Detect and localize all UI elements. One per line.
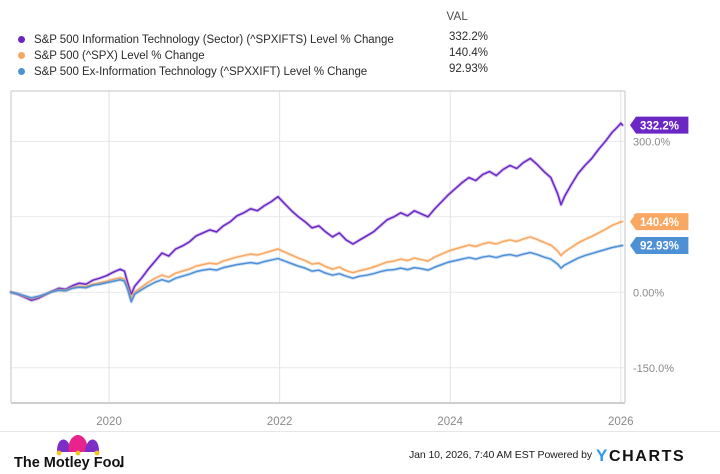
series-end-flag-value: 92.93%	[640, 241, 679, 253]
series-end-flag: 92.93%	[630, 237, 689, 255]
legend-dot-icon-blue	[18, 68, 25, 75]
legend-label-spx: S&P 500 (^SPX) Level % Change	[34, 49, 205, 62]
legend-value-spx: 140.4%	[448, 47, 488, 59]
legend-item-spxifts[interactable]: S&P 500 Information Technology (Sector) …	[18, 31, 488, 48]
ycharts-logo-y: Y	[596, 446, 608, 464]
legend-value-spxifts: 332.2%	[448, 31, 488, 43]
legend-dot-icon-orange	[18, 52, 25, 59]
motley-fool-logo: The Motley Fool	[14, 435, 124, 471]
series-line-halo-SPXXIFT	[9, 243, 625, 304]
ycharts-logo[interactable]: Y CHARTS	[596, 446, 712, 464]
legend-value-column-header: VAL	[446, 11, 468, 23]
series-end-flag-shape	[630, 116, 689, 134]
series-line-halo-SPX	[9, 219, 625, 302]
series-line-SPX	[10, 220, 624, 301]
x-axis-tick-label: 2024	[437, 416, 463, 428]
chart-plot-area: 300.0%150.0%0.00%-150.0% 202020222024202…	[0, 86, 720, 431]
x-axis-tick-label: 2020	[96, 416, 122, 428]
legend-value-spxxift: 92.93%	[448, 63, 488, 75]
series-end-flag: 332.2%	[630, 116, 689, 134]
legend-label-spxifts: S&P 500 Information Technology (Sector) …	[34, 33, 394, 46]
y-axis-tick-labels: 300.0%150.0%0.00%-150.0%	[633, 136, 674, 374]
legend-item-spxxift[interactable]: S&P 500 Ex-Information Technology (^SPXX…	[18, 63, 488, 80]
series-end-flag-value: 332.2%	[640, 120, 679, 132]
x-axis-tick-label: 2026	[608, 416, 634, 428]
chart-gridlines	[11, 91, 625, 403]
x-axis-tick-labels: 2020 2022 2024 2026	[96, 416, 633, 428]
footer-timestamp: Jan 10, 2026, 7:40 AM EST Powered by	[409, 449, 592, 461]
footer-attribution: Jan 10, 2026, 7:40 AM EST Powered by Y C…	[409, 446, 712, 464]
y-axis-tick-label: 300.0%	[633, 136, 671, 148]
series-end-flag-shape	[630, 213, 689, 231]
legend-dot-icon-purple	[18, 36, 25, 43]
series-end-flag-value: 140.4%	[640, 217, 679, 229]
ycharts-logo-wordmark: CHARTS	[609, 448, 685, 464]
series-end-flag-shape	[630, 237, 689, 255]
x-axis-tick-label: 2022	[267, 416, 293, 428]
chart-footer: The Motley Fool Jan 10, 2026, 7:40 AM ES…	[0, 431, 720, 474]
series-end-value-flags: 332.2% 140.4% 92.93%	[630, 116, 689, 255]
series-line-SPXIFTS	[10, 122, 624, 302]
series-end-flag: 140.4%	[630, 213, 689, 231]
chart-frame	[10, 90, 626, 404]
chart-series-lines	[9, 121, 625, 304]
chart-legend: VAL S&P 500 Information Technology (Sect…	[0, 0, 720, 86]
legend-item-spx[interactable]: S&P 500 (^SPX) Level % Change	[18, 47, 488, 64]
legend-label-spxxift: S&P 500 Ex-Information Technology (^SPXX…	[34, 65, 368, 78]
y-axis-tick-label: -150.0%	[633, 363, 674, 375]
motley-fool-wordmark: The Motley Fool	[14, 455, 124, 471]
chart-svg-canvas: 300.0%150.0%0.00%-150.0% 202020222024202…	[9, 90, 689, 428]
series-line-SPXXIFT	[10, 244, 624, 303]
series-line-halo-SPXIFTS	[9, 121, 625, 303]
y-axis-tick-label: 0.00%	[633, 287, 664, 299]
